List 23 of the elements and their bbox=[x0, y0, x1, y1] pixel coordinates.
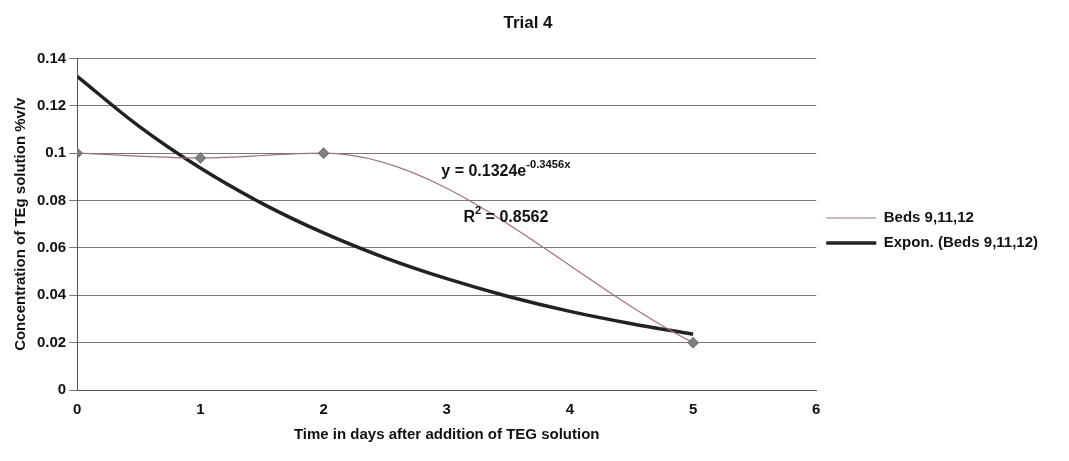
x-tick-label: 1 bbox=[196, 400, 205, 418]
y-tick-label: 0.04 bbox=[36, 285, 67, 303]
chart-title: Trial 4 bbox=[503, 12, 554, 32]
point bbox=[687, 337, 699, 349]
y-axis-title: Concentration of TEg solution %v/v bbox=[11, 96, 29, 351]
legend-label: Beds 9,11,12 bbox=[883, 208, 974, 226]
x-tick-label: 3 bbox=[442, 400, 451, 418]
x-axis-title: Time in days after addition of TEG solution bbox=[293, 425, 600, 443]
y-tick-label: 0.08 bbox=[36, 190, 67, 208]
x-tick-label: 6 bbox=[812, 400, 821, 418]
legend-label: Expon. (Beds 9,11,12) bbox=[883, 233, 1039, 251]
x-tick-label: 0 bbox=[73, 400, 82, 418]
x-tick-label: 4 bbox=[565, 400, 575, 418]
y-tick-label: 0.12 bbox=[36, 95, 67, 113]
y-tick-label: 0.1 bbox=[45, 143, 67, 161]
point bbox=[317, 147, 330, 159]
y-tick-label: 0.02 bbox=[36, 332, 67, 350]
y-tick-label: 0.06 bbox=[36, 238, 67, 256]
x-tick-label: 2 bbox=[319, 400, 328, 418]
point bbox=[194, 152, 206, 164]
y-tick-label: 0.14 bbox=[36, 48, 67, 66]
y-tick-label: 0 bbox=[57, 380, 67, 398]
x-tick-label: 5 bbox=[688, 400, 698, 418]
